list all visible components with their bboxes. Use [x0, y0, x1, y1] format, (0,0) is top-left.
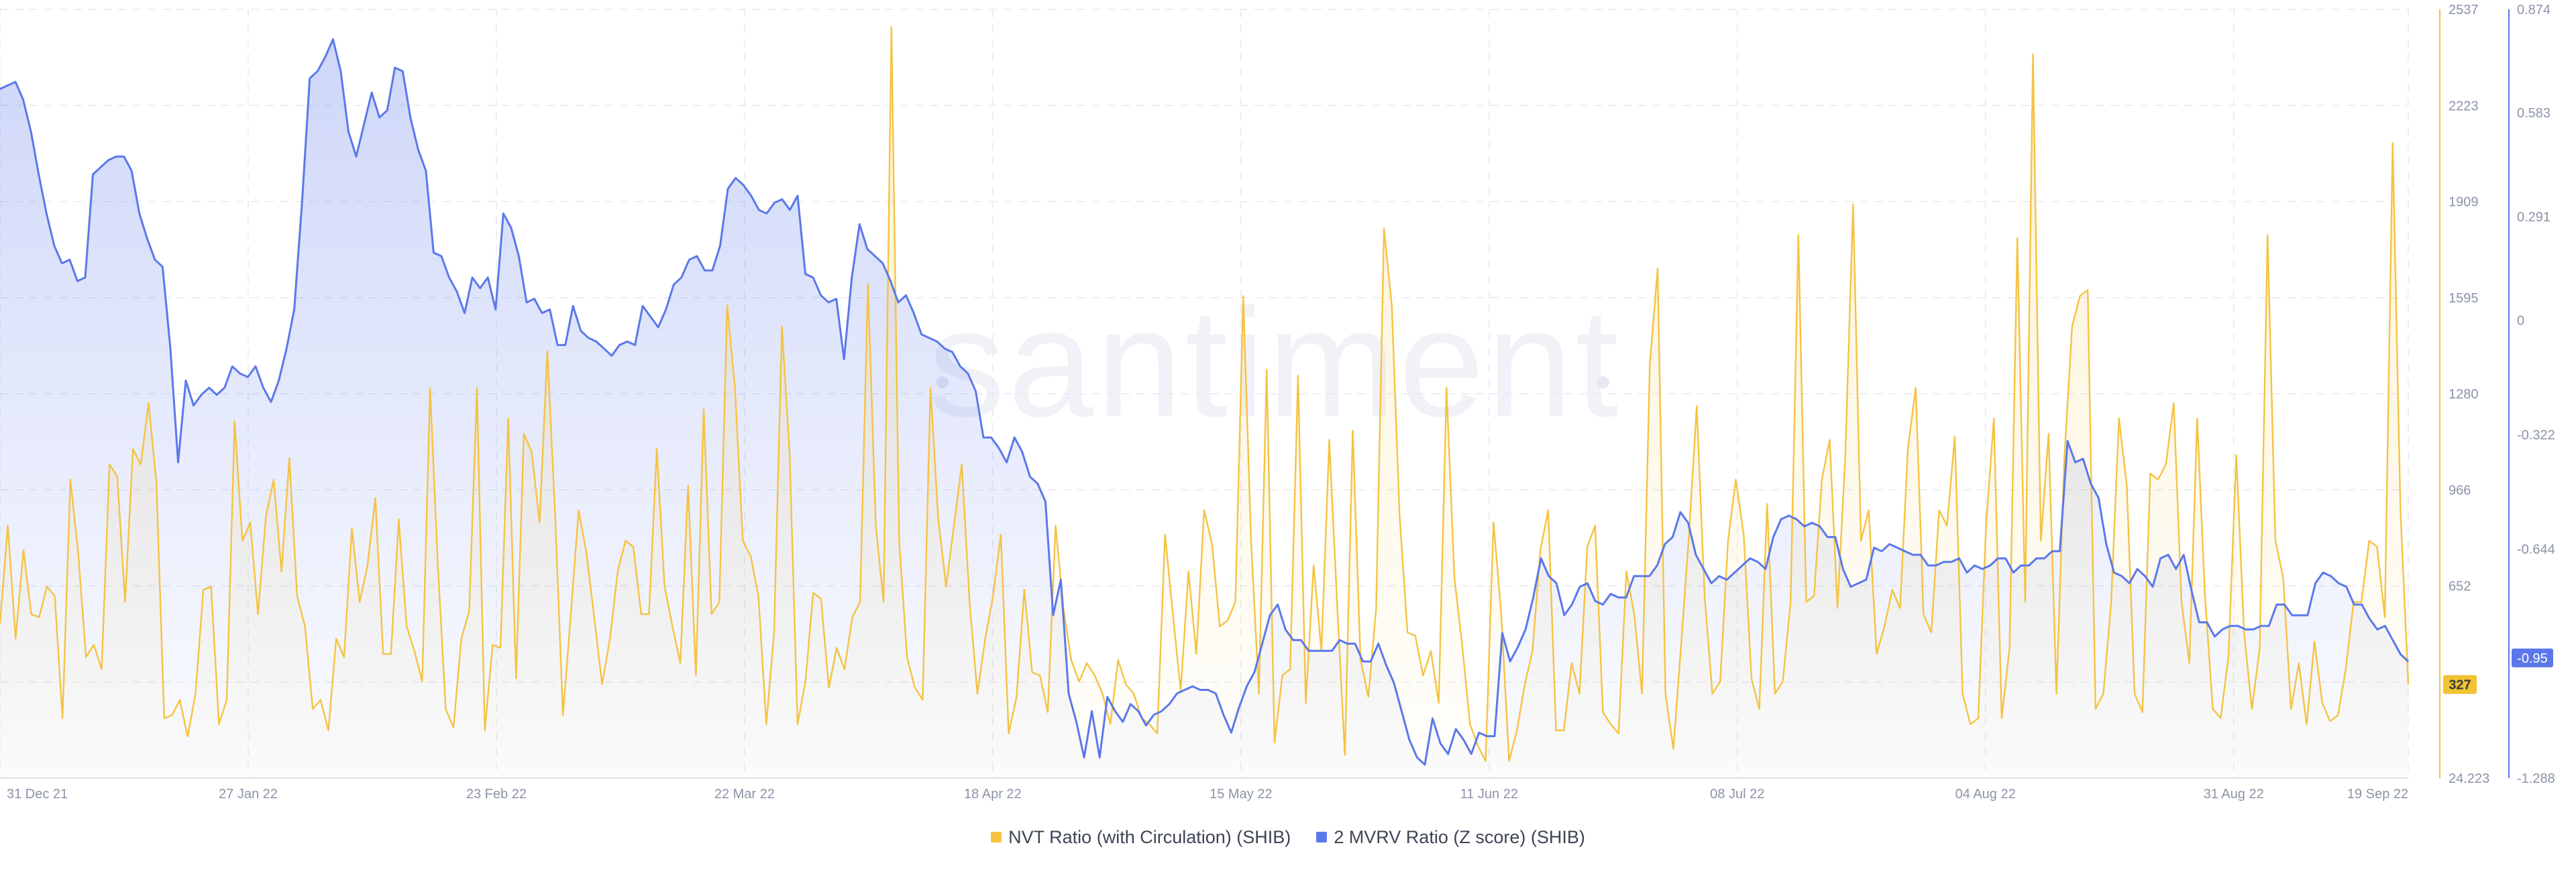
nvt-current-value-badge: 327: [2443, 675, 2477, 694]
x-tick-label: 15 May 22: [1210, 787, 1272, 802]
y-right-tick-label: -0.644: [2517, 543, 2555, 557]
y-left-tick-label: 1909: [2449, 195, 2479, 210]
nvt-series-line[interactable]: [0, 25, 2410, 762]
mvrv-series-line[interactable]: [0, 38, 2410, 766]
legend-item-nvt[interactable]: NVT Ratio (with Circulation) (SHIB): [991, 827, 1291, 848]
legend-label-nvt: NVT Ratio (with Circulation) (SHIB): [1008, 826, 1291, 847]
nvt-swatch-icon: [991, 832, 1002, 842]
x-tick-label: 27 Jan 22: [219, 787, 278, 802]
nvt-badge-value: 327: [2449, 678, 2471, 693]
nvt-area: [0, 27, 2408, 778]
y-right-tick-label: 0.583: [2517, 106, 2551, 121]
x-tick-label: 31 Dec 21: [7, 787, 68, 802]
x-tick-label: 31 Aug 22: [2204, 787, 2264, 802]
legend: NVT Ratio (with Circulation) (SHIB) 2 MV…: [0, 822, 2576, 852]
legend-label-mvrv: 2 MVRV Ratio (Z score) (SHIB): [1334, 826, 1585, 847]
y-left-tick-label: 1595: [2449, 291, 2479, 306]
x-tick-label: 11 Jun 22: [1460, 787, 1518, 802]
x-tick-label: 08 Jul 22: [1710, 787, 1764, 802]
y-left-tick-label: 2223: [2449, 99, 2479, 113]
y-right-tick-label: -1.288: [2517, 771, 2555, 786]
nvt-badge-bg: [2443, 675, 2477, 694]
mvrv-current-value-badge: -0.95: [2512, 648, 2553, 667]
x-tick-label: 19 Sep 22: [2347, 787, 2408, 802]
y-right-tick-label: -0.322: [2517, 428, 2555, 443]
y-right-tick-label: 0.874: [2517, 3, 2551, 17]
chart-canvas: santiment 253722231909159512809666523382…: [0, 3, 2555, 802]
value-badges: 327 -0.95: [2443, 648, 2553, 694]
mvrv-badge-bg: [2512, 648, 2553, 667]
mvrv-badge-value: -0.95: [2517, 651, 2548, 666]
y-left-tick-label: 1280: [2449, 387, 2479, 402]
watermark: santiment: [928, 276, 1621, 449]
x-tick-label: 23 Feb 22: [466, 787, 527, 802]
y-left-tick-label: 966: [2449, 483, 2471, 498]
y-right-tick-label: 0: [2517, 313, 2524, 328]
y-left-tick-label: 652: [2449, 580, 2471, 594]
x-tick-label: 22 Mar 22: [714, 787, 775, 802]
y-left-tick-label: 24.223: [2449, 771, 2489, 786]
x-tick-label: 04 Aug 22: [1955, 787, 2016, 802]
mvrv-swatch-icon: [1316, 832, 1328, 842]
y-right-tick-label: 0.291: [2517, 210, 2551, 225]
x-tick-label: 18 Apr 22: [964, 787, 1022, 802]
legend-item-mvrv[interactable]: 2 MVRV Ratio (Z score) (SHIB): [1316, 827, 1585, 848]
y-left-tick-label: 2537: [2449, 3, 2479, 17]
watermark-dot-right: [1597, 376, 1609, 388]
